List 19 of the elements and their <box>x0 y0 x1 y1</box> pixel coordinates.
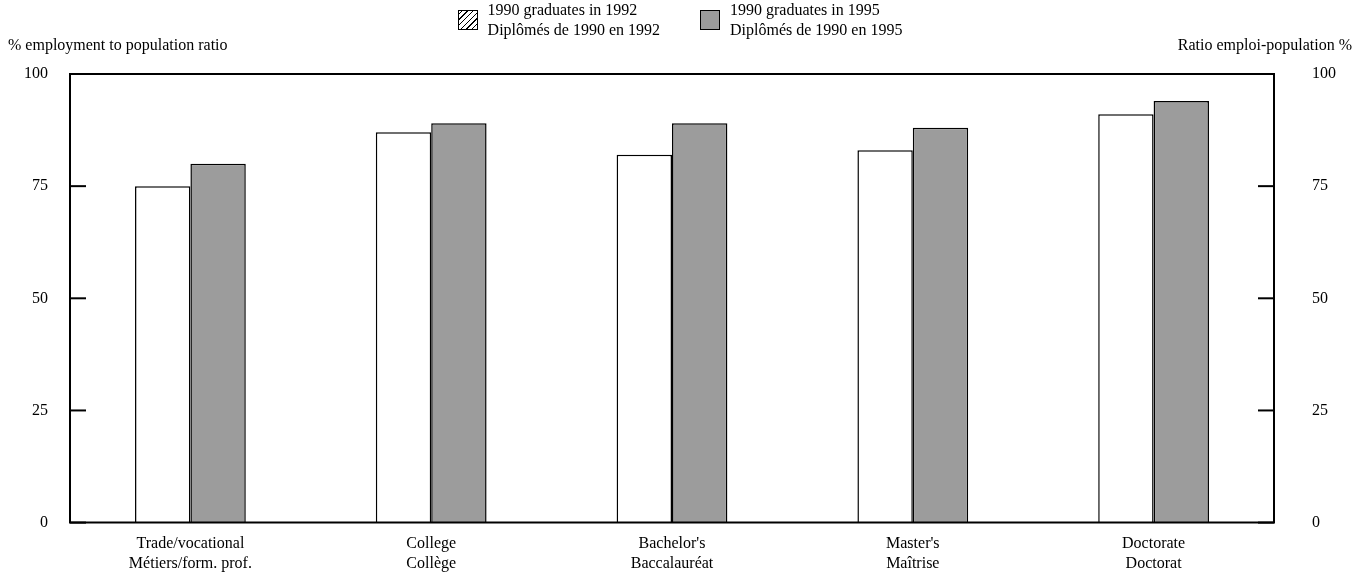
y-tick-label: 25 <box>32 400 48 418</box>
y2-tick-label: 75 <box>1312 176 1328 194</box>
legend-label: 1990 graduates in 1995 Diplômés de 1990 en 1995 <box>730 0 903 40</box>
y2-tick-label: 50 <box>1312 288 1328 306</box>
y2-tick-label: 100 <box>1312 64 1336 82</box>
y2-axis-title: Ratio emploi-population % <box>1177 36 1352 54</box>
x-tick-label: Bachelor's Baccalauréat <box>630 534 714 571</box>
x-tick-label: College Collège <box>406 534 457 572</box>
y-tick-label: 0 <box>40 512 48 530</box>
legend-label: 1990 graduates in 1992 Diplômés de 1990 en 1992 <box>487 0 660 40</box>
x-tick-label: Trade/vocational Métiers/form. prof. <box>128 534 252 572</box>
y-tick-label: 50 <box>32 288 48 306</box>
y2-tick-label: 0 <box>1312 512 1320 530</box>
y2-tick-label: 25 <box>1312 400 1328 418</box>
y-tick-label: 100 <box>24 64 48 82</box>
x-tick-label: Doctorate Doctorat <box>1122 534 1186 571</box>
y-tick-label: 75 <box>32 176 48 194</box>
y-axis-title: % employment to population ratio <box>8 36 228 54</box>
x-tick-label: Master's Maîtrise <box>886 534 940 571</box>
